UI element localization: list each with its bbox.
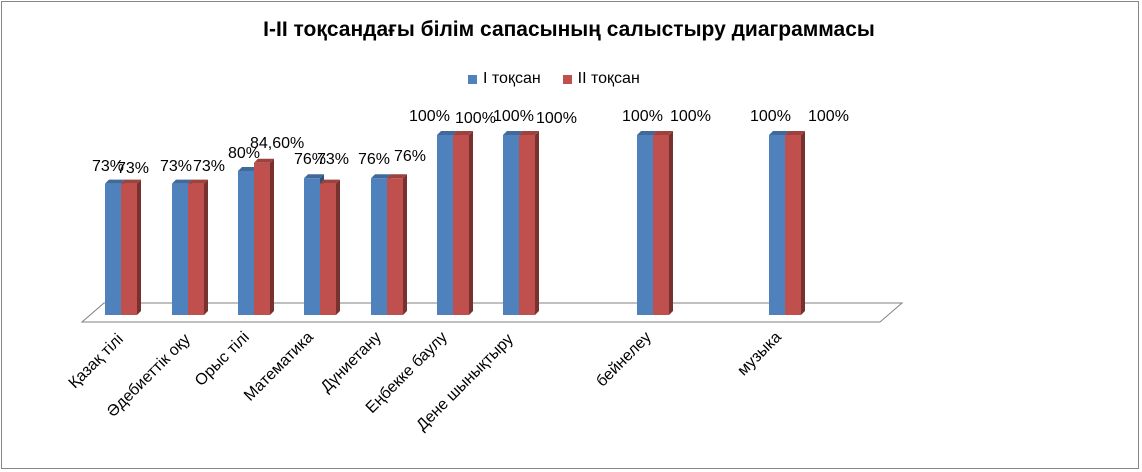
data-label-2-7: 100%: [536, 110, 577, 127]
data-label-1-3: 80%: [228, 145, 260, 162]
data-label-1-6: 100%: [409, 108, 450, 125]
bar-2-8: [653, 131, 673, 315]
data-label-2-1: 73%: [117, 160, 149, 177]
legend-swatch-series-1: [468, 74, 477, 84]
bar-2-2: [188, 179, 208, 315]
data-label-2-8: 100%: [670, 108, 711, 125]
legend-swatch-series-2: [562, 74, 572, 84]
data-label-1-1: 73%: [92, 158, 124, 175]
data-label-1-5: 76%: [358, 151, 390, 168]
data-label-2-4: 73%: [317, 151, 349, 168]
data-label-2-2: 73%: [193, 158, 225, 175]
x-tick-label-3: Орыс тілі: [192, 329, 253, 390]
data-label-2-6: 100%: [455, 110, 496, 127]
legend-label-series-1: І тоқсан: [483, 70, 541, 87]
data-label-2-9: 100%: [808, 108, 849, 125]
legend-label-series-2: ІІ тоқсан: [577, 70, 640, 87]
bar-2-5: [387, 174, 407, 315]
data-label-1-2: 73%: [160, 158, 192, 175]
legend-item-series-1: І тоқсан: [468, 70, 541, 88]
x-tick-label-9: музыка: [734, 329, 784, 379]
data-label-2-3: 84,60%: [250, 135, 304, 152]
bar-2-7: [519, 131, 539, 315]
x-tick-label-4: Математика: [241, 329, 317, 405]
bar-2-6: [453, 131, 473, 315]
x-tick-label-5: Дүниетану: [318, 329, 385, 396]
bar-2-1: [121, 179, 141, 315]
x-tick-label-8: бейнелеу: [593, 329, 655, 391]
legend-item-series-2: ІІ тоқсан: [562, 70, 640, 88]
bar-2-3: [254, 158, 274, 315]
bar-2-4: [320, 179, 340, 315]
data-label-1-8: 100%: [622, 108, 663, 125]
chart-title: І-ІІ тоқсандағы білім сапасының салыстыр…: [263, 18, 875, 41]
x-tick-label-1: Қазақ тілі: [66, 331, 127, 392]
data-label-1-4: 76%: [294, 151, 326, 168]
data-label-2-5: 76%: [394, 148, 426, 165]
data-label-1-7: 100%: [493, 108, 534, 125]
data-label-1-9: 100%: [750, 108, 791, 125]
bar-2-9: [785, 131, 805, 315]
chart-floor: [80, 302, 904, 323]
chart-legend: І тоқсан ІІ тоқсан: [468, 70, 662, 88]
